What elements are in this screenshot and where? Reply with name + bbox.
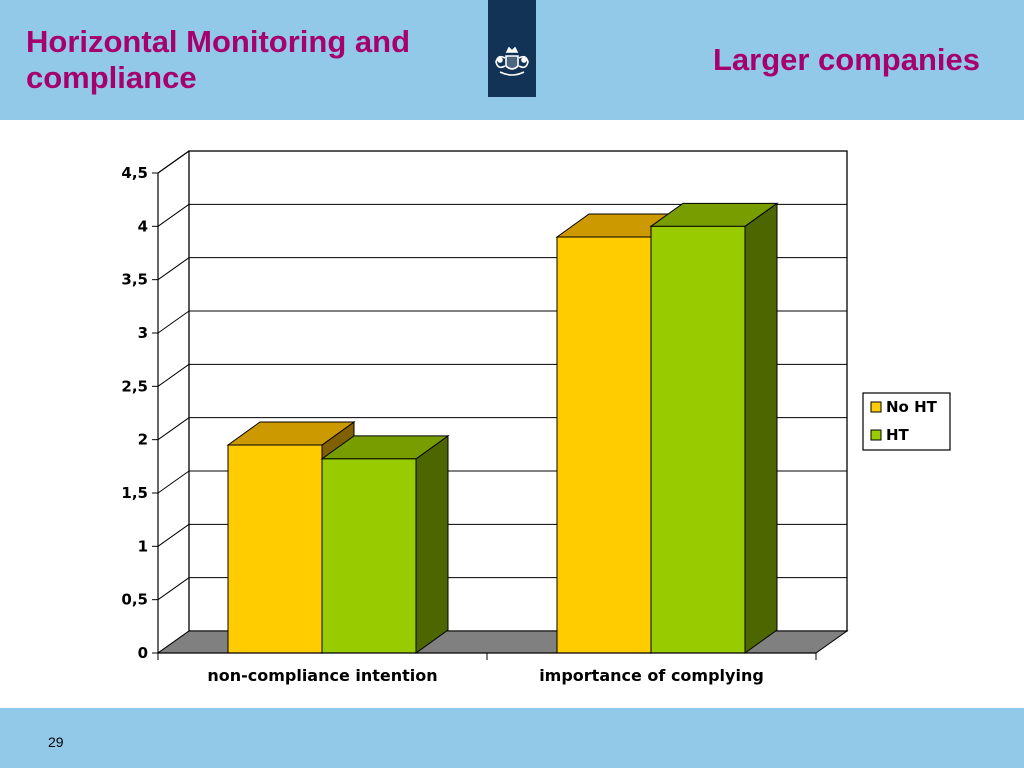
y-tick-label: 0: [138, 644, 148, 662]
wall-diagonal: [157, 523, 190, 547]
slide-subtitle: Larger companies: [712, 42, 980, 77]
bar-side: [744, 202, 778, 654]
y-tick-label: 2: [138, 431, 148, 449]
slide-title: Horizontal Monitoring and compliance: [26, 24, 411, 95]
bar-front: [227, 444, 323, 654]
y-tick-labels: 0 0,5 1 1,5 2 2,5 3 3,5 4 4,5: [121, 164, 148, 662]
bar-front: [321, 458, 417, 654]
y-tick-label: 2,5: [121, 377, 148, 395]
legend-swatch: [870, 429, 882, 441]
y-tick-label: 1: [138, 537, 148, 555]
y-tick-label: 3: [138, 324, 148, 342]
wall-diagonal: [157, 310, 190, 334]
bar-front: [650, 225, 746, 654]
bar: [320, 434, 450, 654]
y-tick-label: 1,5: [121, 484, 148, 502]
category-labels: non-compliance intention importance of co…: [207, 666, 763, 685]
legend: No HT HT: [862, 392, 951, 451]
wall-top-edge: [157, 150, 190, 174]
bars: [226, 202, 779, 654]
slide-footer: 29: [0, 708, 1024, 768]
bar-side: [415, 434, 449, 654]
wall-diagonal: [157, 417, 190, 441]
y-tick-label: 3,5: [121, 271, 148, 289]
wall-diagonal: [157, 257, 190, 281]
legend-label: HT: [886, 426, 910, 444]
wall-diagonal: [157, 363, 190, 387]
y-tick-label: 4: [138, 217, 148, 235]
government-logo: [488, 0, 536, 97]
wall-diagonal: [157, 203, 190, 227]
axes: [152, 150, 817, 660]
y-tick-label: 0,5: [121, 591, 148, 609]
legend-swatch: [870, 401, 882, 413]
wall-diagonal: [157, 577, 190, 601]
category-label: non-compliance intention: [207, 666, 437, 685]
coat-of-arms-icon: [495, 46, 529, 76]
slide-header: Horizontal Monitoring and compliance Lar…: [0, 0, 1024, 120]
bar: [649, 202, 779, 654]
page-number: 29: [48, 734, 64, 750]
category-label: importance of complying: [539, 666, 764, 685]
legend-label: No HT: [886, 398, 938, 416]
bar-front: [556, 236, 652, 654]
y-tick-label: 4,5: [121, 164, 148, 182]
bar-chart: 0 0,5 1 1,5 2 2,5 3 3,5 4 4,5 non-compliance inte…: [121, 150, 951, 685]
wall-diagonal: [157, 470, 190, 494]
